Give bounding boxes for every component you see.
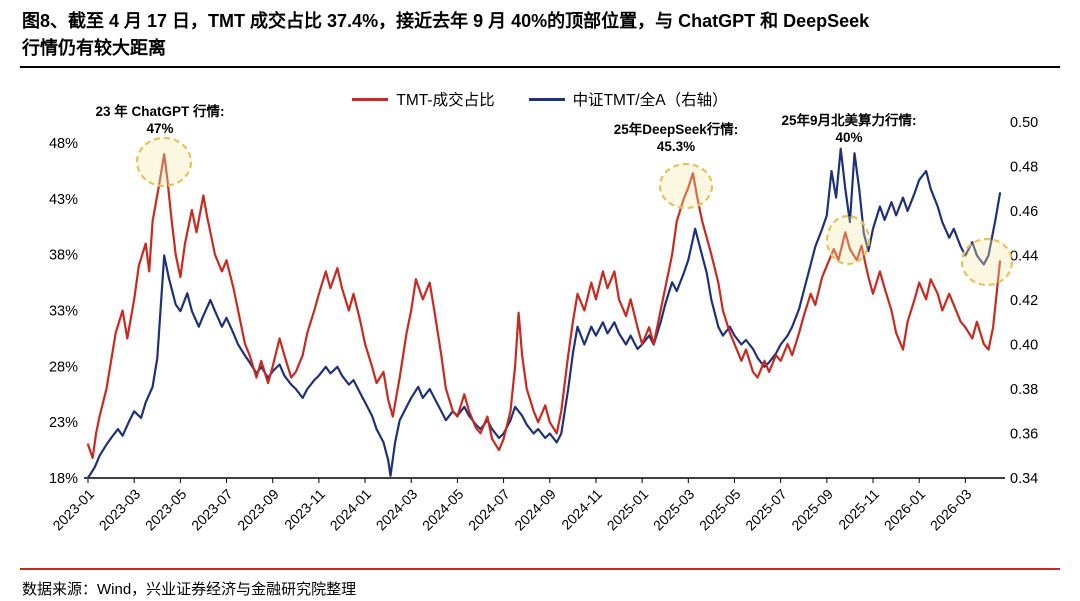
x-axis-label: 2023-11 [281, 486, 328, 533]
highlight-circle [960, 237, 1014, 287]
right-axis-label: 0.40 [1010, 338, 1038, 354]
highlight-circle [825, 214, 871, 266]
right-axis-label: 0.38 [1010, 382, 1038, 398]
x-axis-label: 2025-09 [788, 486, 836, 534]
navy-line-swatch [528, 97, 565, 101]
left-axis-label: 43% [49, 192, 78, 208]
right-axis-label: 0.50 [1010, 115, 1038, 131]
annotation-text: 23 年 ChatGPT 行情: [95, 103, 224, 119]
x-axis-label: 2024-05 [419, 486, 467, 534]
x-axis-label: 2025-07 [742, 486, 790, 534]
legend-label-tmt-share: TMT-成交占比 [396, 92, 495, 109]
annotation-text: 47% [146, 121, 173, 136]
left-axis-label: 18% [49, 471, 78, 487]
red-line-swatch [352, 97, 389, 101]
x-axis-label: 2023-01 [49, 486, 97, 534]
legend-item-tmt-share: TMT-成交占比 [352, 88, 495, 110]
x-axis-label: 2024-09 [511, 486, 559, 534]
right-axis-label: 0.46 [1010, 204, 1038, 220]
left-axis-label: 48% [49, 136, 78, 152]
figure-title: 图8、截至 4 月 17 日，TMT 成交占比 37.4%，接近去年 9 月 4… [22, 8, 1054, 62]
highlight-circle [135, 136, 193, 188]
legend-item-index-ratio: 中证TMT/全A（右轴） [528, 88, 728, 110]
chart-legend: TMT-成交占比 中证TMT/全A（右轴） [0, 88, 1080, 110]
annotation-text: 25年DeepSeek行情: [614, 121, 739, 137]
x-axis-label: 2026-03 [927, 486, 975, 534]
x-axis-label: 2023-05 [142, 486, 190, 534]
title-divider [20, 66, 1060, 68]
x-axis-label: 2024-07 [465, 486, 513, 534]
x-axis-label: 2023-07 [188, 486, 236, 534]
x-axis-label: 2025-11 [835, 486, 882, 533]
left-axis-label: 28% [49, 359, 78, 375]
x-axis-label: 2024-01 [327, 486, 375, 534]
x-axis-label: 2025-03 [650, 486, 698, 534]
x-axis-label: 2023-03 [96, 486, 144, 534]
right-axis-label: 0.34 [1010, 471, 1038, 487]
figure-title-line1: 图8、截至 4 月 17 日，TMT 成交占比 37.4%，接近去年 9 月 4… [22, 11, 870, 31]
left-axis-label: 23% [49, 415, 78, 431]
data-source: 数据来源：Wind，兴业证券经济与金融研究院整理 [22, 581, 357, 598]
left-axis-label: 33% [49, 304, 78, 320]
legend-label-index-ratio: 中证TMT/全A（右轴） [572, 92, 728, 109]
right-axis-label: 0.42 [1010, 293, 1038, 309]
x-axis-label: 2026-01 [881, 486, 929, 534]
x-axis-label: 2025-01 [604, 486, 652, 534]
series-tmt-turnover-share [86, 153, 1002, 459]
figure-title-line2: 行情仍有较大距离 [22, 38, 166, 58]
annotation-text: 45.3% [657, 139, 695, 154]
series-csi-tmt-ratio [86, 147, 1002, 480]
x-axis-label: 2024-03 [373, 486, 421, 534]
x-axis-label: 2025-05 [696, 486, 744, 534]
x-axis-label: 2023-09 [234, 486, 282, 534]
annotation-text: 25年9月北美算力行情: [781, 112, 916, 128]
annotation-text: 40% [835, 130, 862, 145]
x-axis-label: 2024-11 [558, 486, 605, 533]
right-axis-label: 0.48 [1010, 160, 1038, 176]
source-divider [20, 568, 1060, 570]
right-axis-label: 0.44 [1010, 249, 1038, 265]
right-axis-label: 0.36 [1010, 427, 1038, 443]
highlight-circle [658, 162, 714, 210]
left-axis-label: 38% [49, 248, 78, 264]
